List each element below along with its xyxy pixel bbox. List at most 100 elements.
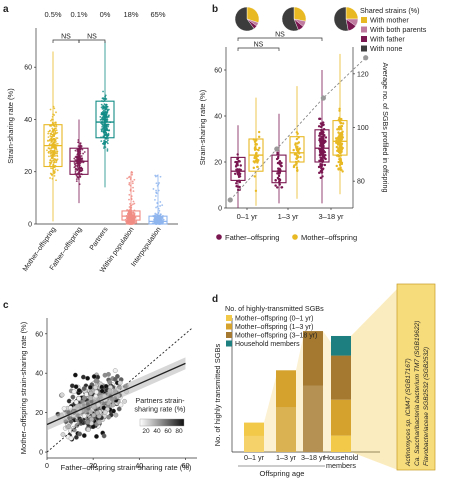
panel-label-c: c [3,300,9,311]
legend-swatch [226,315,232,321]
x-tick-label: Partners [89,226,110,252]
data-point [81,433,87,438]
data-point [53,128,56,131]
data-point [254,142,257,146]
significance-bracket [237,37,323,41]
data-point [103,117,106,120]
data-point [132,203,134,206]
data-point [48,139,51,142]
x-tick-label: 20 [89,463,97,470]
data-point [156,174,159,177]
data-point [154,218,157,221]
box [148,215,168,225]
data-point [339,136,342,140]
data-point [159,205,161,207]
data-point [158,209,161,212]
data-point [155,191,158,194]
data-point [105,128,108,131]
x-tick-label: 3–18 yr [301,453,326,462]
data-point [52,163,55,166]
data-point [105,126,108,128]
y-tick-label: 20 [35,410,43,417]
data-point [52,138,55,141]
legend-label: Mother–offspring [301,233,357,242]
legend-swatch [226,340,232,347]
data-point [100,140,103,143]
data-point [112,376,118,382]
data-point [76,388,82,393]
data-point [133,202,136,205]
x-tick-label: 0–1 yr [237,212,258,221]
data-point [128,175,131,178]
data-point [50,167,52,170]
data-point [73,384,79,390]
data-point [252,166,256,170]
data-point [128,206,131,208]
zero-percentage: 0% [100,10,111,19]
data-point [334,137,338,140]
data-point [75,178,78,181]
data-point [101,123,104,126]
y-axis-label: Strain-sharing rate (%) [198,89,207,165]
data-point [338,134,341,137]
y-tick-label: 40 [35,371,43,378]
data-point [127,221,129,224]
data-point [74,168,77,171]
data-point [51,136,54,138]
data-point [113,412,119,418]
data-point [102,409,108,415]
data-point [91,412,97,418]
bar-segment [331,399,351,436]
data-point [153,221,156,224]
data-point [252,160,255,163]
data-point [50,119,52,122]
legend-label: With mother [370,16,409,25]
data-point [91,374,97,379]
data-point [49,129,51,132]
data-point [108,129,110,132]
data-point [78,167,81,169]
y-tick-label: 0 [28,222,32,229]
data-point [323,150,327,154]
y-tick-label: 60 [35,331,43,338]
data-point [85,419,91,425]
bar-segment [331,335,351,356]
data-point [79,154,81,157]
data-point [320,137,323,140]
x-tick-label: 0 [45,463,49,470]
data-point [278,160,282,163]
data-point [73,163,76,166]
data-point [85,375,90,381]
y-tick-label: 0 [39,450,43,457]
pie-slice-none [333,6,349,32]
data-point [122,398,127,404]
color-scale-tick: 80 [175,428,183,435]
legend-swatch [361,17,367,23]
color-scale-tick: 40 [153,428,161,435]
data-point [155,206,157,209]
data-point [233,172,237,175]
data-point [49,172,52,175]
data-point [95,410,100,416]
data-point [53,161,56,164]
data-point [319,176,322,180]
data-point [77,153,80,156]
data-point [338,148,341,152]
data-point [237,175,241,179]
data-point [83,151,86,153]
data-point [100,106,103,109]
data-point [59,392,65,398]
color-scale-tick: 20 [142,428,150,435]
data-point [105,103,108,106]
data-point [73,399,79,405]
significance-bracket [78,39,106,43]
data-point [102,110,104,113]
data-point [133,220,136,223]
data-point [55,129,58,132]
data-point [133,212,136,215]
data-point [105,113,108,116]
data-point [56,150,59,153]
data-point [322,123,325,127]
y2-tick-label: 120 [357,71,369,78]
data-point [51,131,53,133]
